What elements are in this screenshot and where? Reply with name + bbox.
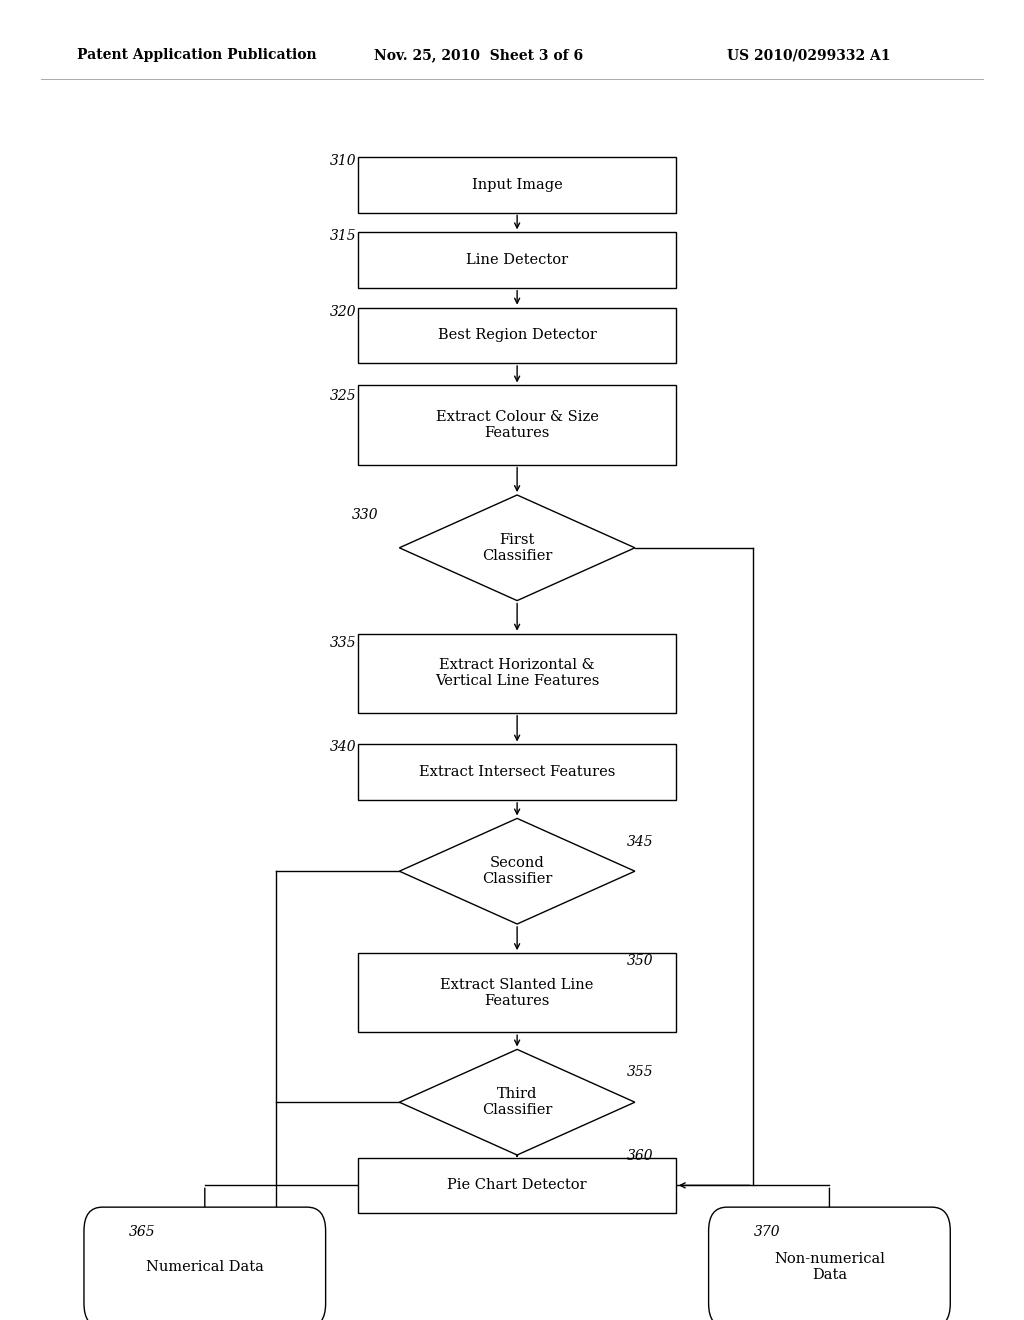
Text: Non-numerical
Data: Non-numerical Data (774, 1253, 885, 1282)
Text: Second
Classifier: Second Classifier (482, 857, 552, 886)
Text: US 2010/0299332 A1: US 2010/0299332 A1 (727, 49, 891, 62)
FancyBboxPatch shape (84, 1206, 326, 1320)
FancyBboxPatch shape (358, 634, 676, 713)
Text: Pie Chart Detector: Pie Chart Detector (447, 1179, 587, 1192)
FancyBboxPatch shape (358, 1158, 676, 1213)
Text: 340: 340 (330, 741, 356, 754)
Text: 310: 310 (330, 154, 356, 168)
FancyBboxPatch shape (709, 1206, 950, 1320)
Text: Nov. 25, 2010  Sheet 3 of 6: Nov. 25, 2010 Sheet 3 of 6 (374, 49, 583, 62)
Text: 355: 355 (627, 1065, 653, 1078)
Text: 335: 335 (330, 636, 356, 649)
Text: 365: 365 (129, 1225, 156, 1238)
FancyBboxPatch shape (358, 744, 676, 800)
Text: 320: 320 (330, 305, 356, 318)
Text: Input Image: Input Image (472, 178, 562, 191)
Text: Line Detector: Line Detector (466, 253, 568, 267)
FancyBboxPatch shape (358, 157, 676, 213)
Text: Extract Slanted Line
Features: Extract Slanted Line Features (440, 978, 594, 1007)
Text: 360: 360 (627, 1150, 653, 1163)
Text: 315: 315 (330, 230, 356, 243)
FancyBboxPatch shape (358, 308, 676, 363)
Text: Extract Horizontal &
Vertical Line Features: Extract Horizontal & Vertical Line Featu… (435, 659, 599, 688)
Text: 350: 350 (627, 954, 653, 968)
Text: 370: 370 (754, 1225, 780, 1238)
Text: Numerical Data: Numerical Data (145, 1261, 264, 1274)
Text: Extract Intersect Features: Extract Intersect Features (419, 766, 615, 779)
Text: 345: 345 (627, 836, 653, 849)
Text: Best Region Detector: Best Region Detector (437, 329, 597, 342)
Polygon shape (399, 818, 635, 924)
FancyBboxPatch shape (358, 385, 676, 465)
FancyBboxPatch shape (358, 953, 676, 1032)
Text: 325: 325 (330, 389, 356, 403)
FancyBboxPatch shape (358, 232, 676, 288)
Text: First
Classifier: First Classifier (482, 533, 552, 562)
Text: 330: 330 (352, 508, 379, 521)
Polygon shape (399, 495, 635, 601)
Text: Patent Application Publication: Patent Application Publication (77, 49, 316, 62)
Polygon shape (399, 1049, 635, 1155)
Text: Third
Classifier: Third Classifier (482, 1088, 552, 1117)
Text: Extract Colour & Size
Features: Extract Colour & Size Features (435, 411, 599, 440)
